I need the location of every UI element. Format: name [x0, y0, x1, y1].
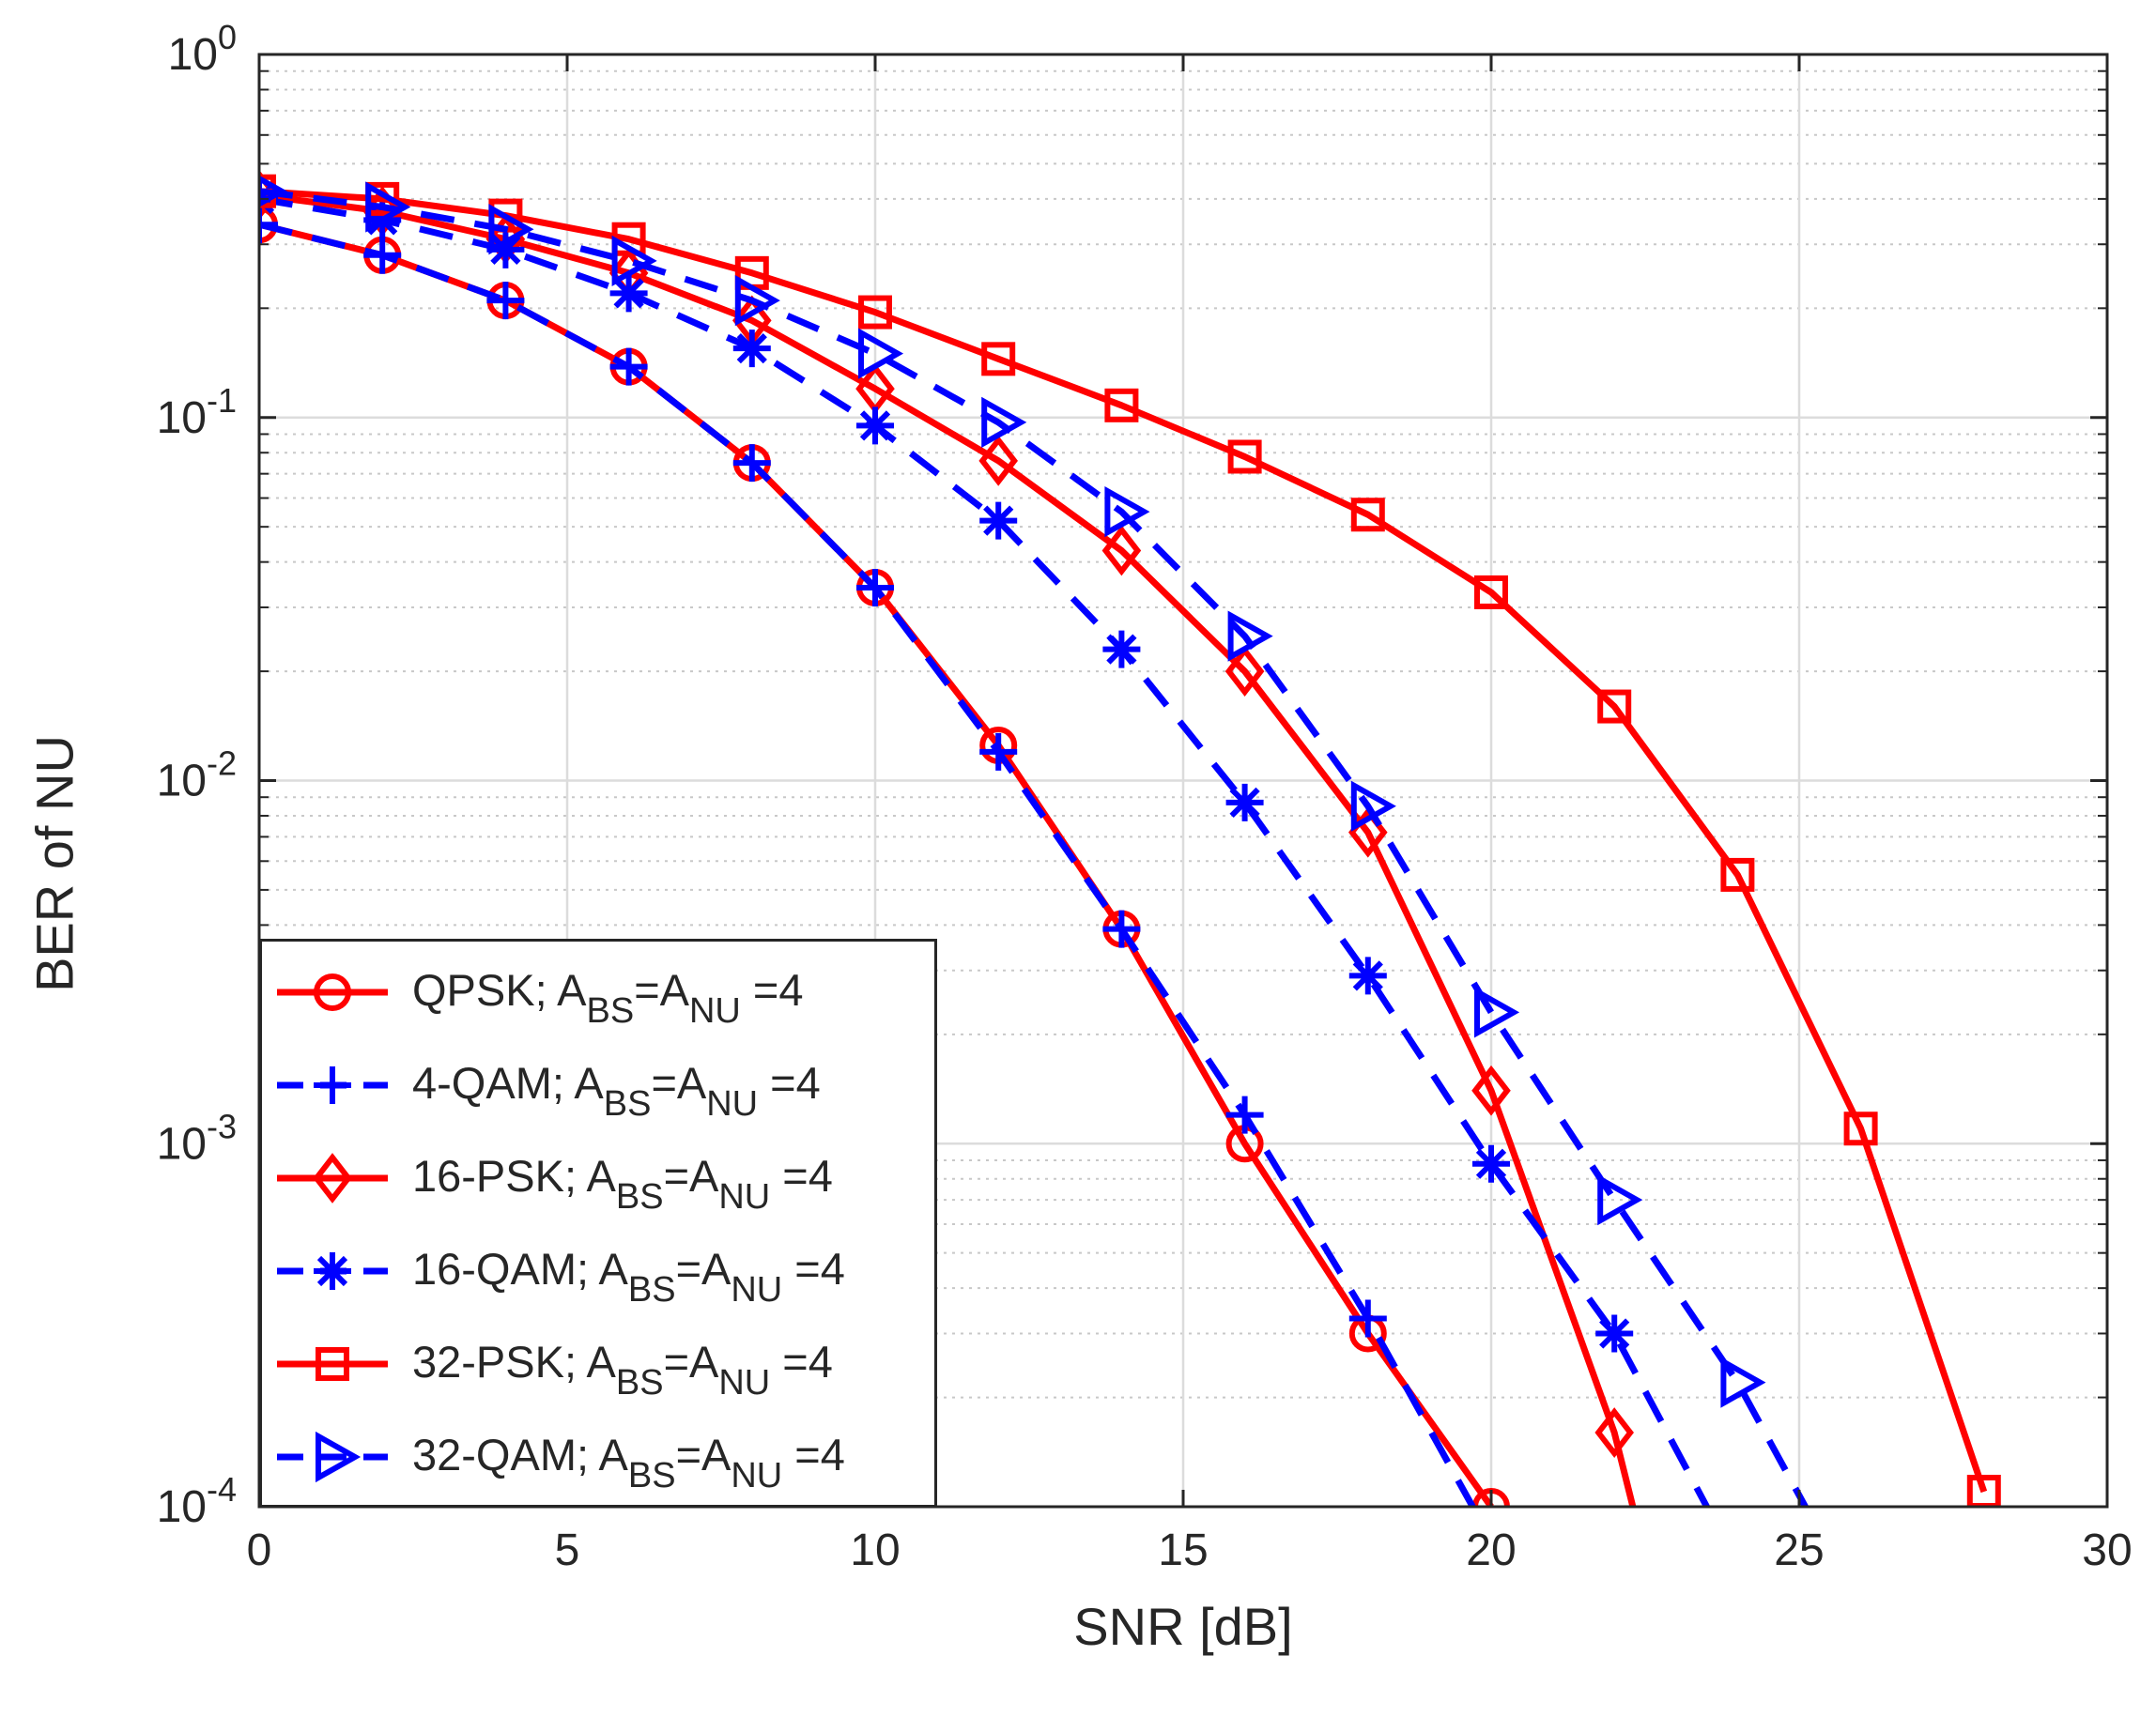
marker-plus: [314, 1066, 351, 1104]
legend-item-16-qam: 16-QAM; ABS=ANU =4: [262, 1224, 934, 1318]
marker-diamond: [1594, 1407, 1634, 1458]
marker-triangle: [1350, 780, 1396, 832]
marker-triangle: [1104, 486, 1150, 538]
y-tick-label: 100: [168, 18, 237, 80]
marker-plus: [1102, 910, 1141, 948]
marker-square: [981, 342, 1016, 376]
marker-triangle: [981, 396, 1027, 449]
marker-square: [1720, 857, 1755, 892]
marker-asterisk: [609, 274, 648, 313]
marker-square: [858, 295, 892, 330]
series-layer: [259, 169, 2001, 1507]
marker-square: [1227, 439, 1262, 474]
marker-asterisk: [979, 501, 1018, 540]
legend-label: QPSK; ABS=ANU =4: [412, 965, 804, 1031]
marker-triangle: [1474, 987, 1520, 1038]
marker-diamond: [1471, 1065, 1511, 1116]
x-tick-label: 20: [1466, 1525, 1516, 1575]
marker-asterisk: [314, 1252, 351, 1290]
legend-sample: [277, 1153, 388, 1203]
legend-sample: [277, 1347, 388, 1381]
series-32-qam: [259, 175, 1809, 1507]
x-axis-label: SNR [dB]: [1073, 1597, 1293, 1656]
legend-label: 16-QAM; ABS=ANU =4: [412, 1244, 845, 1310]
marker-plus: [609, 347, 648, 386]
marker-asterisk: [1595, 1314, 1634, 1353]
tick-labels: 0 5 10 15 20 25 30 100 10-1 10-2 10-3 10-4: [157, 18, 2133, 1575]
y-tick-label: 10-2: [157, 744, 237, 806]
legend-item-32-psk: 32-PSK; ABS=ANU =4: [262, 1317, 934, 1411]
x-tick-label: 0: [247, 1525, 272, 1575]
marker-square: [316, 1347, 349, 1381]
series-line: [259, 188, 1809, 1507]
marker-triangle: [734, 274, 780, 327]
marker-asterisk: [1472, 1144, 1510, 1183]
marker-asterisk: [1102, 630, 1141, 668]
marker-plus: [363, 236, 402, 274]
marker-plus: [1225, 1096, 1264, 1134]
marker-asterisk: [486, 230, 525, 268]
marker-triangle: [1597, 1174, 1643, 1226]
marker-triangle: [611, 235, 657, 287]
marker-asterisk: [1225, 783, 1264, 821]
y-tick-label: 10-3: [157, 1107, 237, 1169]
marker-square: [1350, 498, 1385, 532]
series-16-qam: [259, 179, 1710, 1507]
marker-plus: [486, 282, 525, 320]
marker-plus: [856, 568, 894, 606]
series-line: [259, 188, 1988, 1494]
legend-sample: [277, 1252, 388, 1290]
marker-diamond: [313, 1153, 352, 1203]
y-axis-label: BER of NU: [24, 735, 85, 992]
marker-diamond: [1224, 646, 1265, 697]
x-tick-label: 30: [2082, 1525, 2132, 1575]
legend-sample: [277, 1066, 388, 1104]
marker-square: [1474, 575, 1508, 609]
marker-diamond: [978, 435, 1018, 486]
legend-item-qpsk: QPSK; ABS=ANU =4: [262, 945, 934, 1039]
marker-triangle: [316, 1431, 362, 1483]
legend: QPSK; ABS=ANU =4 4-QAM; ABS=ANU =4 16-PSK;…: [259, 939, 937, 1508]
marker-plus: [732, 444, 771, 483]
legend-item-16-psk: 16-PSK; ABS=ANU =4: [262, 1131, 934, 1225]
marker-square: [1104, 388, 1139, 422]
x-tick-label: 25: [1774, 1525, 1824, 1575]
x-tick-label: 5: [555, 1525, 580, 1575]
marker-asterisk: [856, 406, 894, 445]
marker-asterisk: [1348, 957, 1387, 995]
marker-triangle: [1720, 1357, 1766, 1408]
y-tick-label: 10-1: [157, 381, 237, 443]
marker-plus: [1348, 1299, 1387, 1338]
legend-item-32-qam: 32-QAM; ABS=ANU =4: [262, 1410, 934, 1504]
marker-asterisk: [732, 330, 771, 368]
legend-sample: [277, 973, 388, 1011]
marker-triangle: [858, 328, 904, 379]
legend-label: 16-PSK; ABS=ANU =4: [412, 1151, 833, 1217]
series-4-qam: [259, 206, 1476, 1507]
marker-circle: [314, 973, 351, 1011]
legend-item-4-qam: 4-QAM; ABS=ANU =4: [262, 1038, 934, 1132]
legend-sample: [277, 1431, 388, 1483]
legend-label: 4-QAM; ABS=ANU =4: [412, 1058, 821, 1124]
series-32-psk: [259, 174, 2001, 1507]
marker-plus: [259, 206, 278, 244]
marker-diamond: [1101, 525, 1142, 576]
marker-plus: [979, 732, 1018, 771]
marker-square: [1843, 1111, 1878, 1146]
marker-triangle: [488, 204, 534, 255]
legend-label: 32-PSK; ABS=ANU =4: [412, 1337, 833, 1403]
marker-triangle: [1227, 610, 1273, 662]
x-tick-label: 10: [850, 1525, 900, 1575]
marker-triangle: [365, 181, 411, 233]
y-tick-label: 10-4: [157, 1470, 237, 1532]
x-tick-label: 15: [1158, 1525, 1208, 1575]
marker-square: [1597, 689, 1632, 724]
legend-label: 32-QAM; ABS=ANU =4: [412, 1430, 845, 1495]
marker-triangle: [259, 175, 288, 207]
